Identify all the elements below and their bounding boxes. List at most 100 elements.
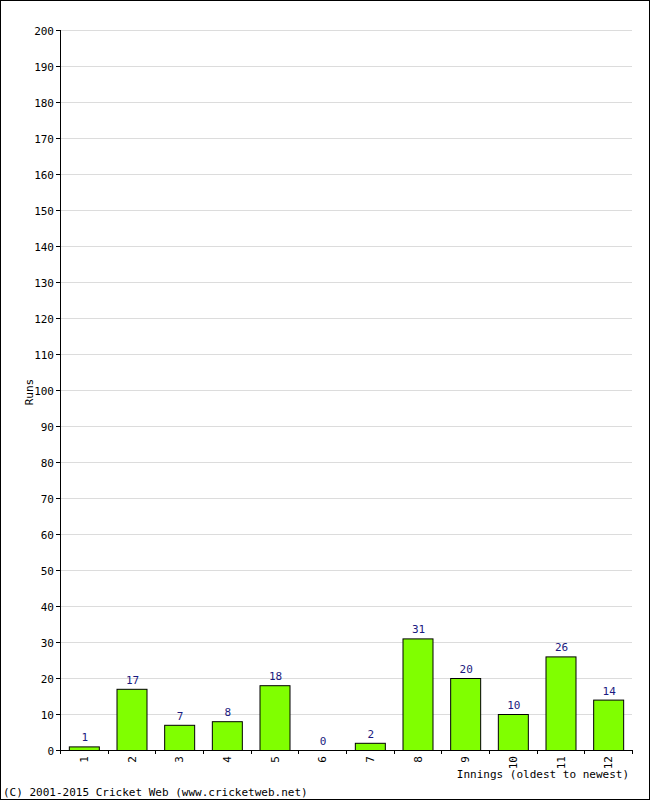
copyright: (C) 2001-2015 Cricket Web (www.cricketwe… (3, 786, 308, 799)
grid-line (60, 354, 632, 355)
y-tick-label: 20 (41, 673, 54, 686)
grid-line (60, 426, 632, 427)
x-tick (346, 750, 347, 754)
data-label: 8 (225, 706, 232, 719)
y-tick-label: 100 (34, 385, 54, 398)
x-tick (441, 750, 442, 754)
grid-line (60, 282, 632, 283)
x-tick (394, 750, 395, 754)
x-tick-label: 2 (126, 756, 139, 763)
bar (546, 657, 576, 750)
data-label: 14 (603, 685, 617, 698)
bar (117, 689, 147, 750)
y-tick (56, 678, 60, 679)
bar (165, 725, 195, 750)
x-tick-label: 5 (269, 756, 282, 763)
x-axis-title: Innings (oldest to newest) (457, 768, 629, 781)
bar (403, 639, 433, 750)
y-tick-label: 170 (34, 133, 54, 146)
y-tick (56, 750, 60, 751)
bar (212, 722, 242, 750)
x-tick-label: 4 (221, 756, 234, 763)
grid-line (60, 462, 632, 463)
grid-line (60, 174, 632, 175)
x-tick-label: 1 (78, 756, 91, 763)
y-tick (56, 210, 60, 211)
y-tick-label: 180 (34, 97, 54, 110)
data-label: 17 (126, 674, 139, 687)
y-tick (56, 30, 60, 31)
chart-svg: 0102030405060708090100110120130140150160… (0, 0, 650, 800)
x-tick (108, 750, 109, 754)
y-axis-title: Runs (23, 379, 36, 406)
y-tick-label: 60 (41, 529, 54, 542)
data-label: 26 (555, 641, 568, 654)
y-tick (56, 354, 60, 355)
x-tick-label: 7 (364, 756, 377, 763)
x-tick (60, 750, 61, 754)
y-tick-label: 90 (41, 421, 54, 434)
data-label: 20 (460, 663, 473, 676)
bar (451, 679, 481, 751)
bar (498, 715, 528, 751)
bar (260, 686, 290, 750)
x-tick (203, 750, 204, 754)
x-tick-label: 8 (412, 756, 425, 763)
x-tick (537, 750, 538, 754)
data-label: 31 (412, 623, 425, 636)
frame (1, 1, 650, 800)
data-label: 2 (368, 728, 375, 741)
x-tick (251, 750, 252, 754)
grid-line (60, 570, 632, 571)
y-tick (56, 426, 60, 427)
y-tick-label: 80 (41, 457, 54, 470)
y-tick-label: 0 (47, 745, 54, 758)
y-tick-label: 160 (34, 169, 54, 182)
grid-line (60, 66, 632, 67)
y-tick (56, 570, 60, 571)
y-tick (56, 714, 60, 715)
data-label: 10 (507, 699, 520, 712)
grid-line (60, 246, 632, 247)
y-tick-label: 110 (34, 349, 54, 362)
chart-container: 0102030405060708090100110120130140150160… (0, 0, 650, 800)
y-tick (56, 102, 60, 103)
y-tick-label: 50 (41, 565, 54, 578)
y-tick (56, 390, 60, 391)
x-tick-label: 9 (459, 756, 472, 763)
y-tick (56, 642, 60, 643)
grid-line (60, 642, 632, 643)
grid-line (60, 318, 632, 319)
grid-line (60, 210, 632, 211)
y-tick (56, 462, 60, 463)
x-tick-label: 3 (173, 756, 186, 763)
y-tick-label: 190 (34, 61, 54, 74)
y-tick-label: 140 (34, 241, 54, 254)
y-tick (56, 282, 60, 283)
y-tick-label: 150 (34, 205, 54, 218)
y-axis (60, 30, 61, 750)
data-label: 0 (320, 735, 327, 748)
grid-line (60, 498, 632, 499)
y-tick (56, 66, 60, 67)
x-tick (155, 750, 156, 754)
bars (69, 639, 623, 750)
grid-line (60, 102, 632, 103)
y-tick-label: 40 (41, 601, 54, 614)
x-tick (489, 750, 490, 754)
y-tick-label: 120 (34, 313, 54, 326)
x-tick (632, 750, 633, 754)
bar (355, 743, 385, 750)
y-tick-label: 130 (34, 277, 54, 290)
grid-line (60, 30, 632, 31)
y-tick (56, 606, 60, 607)
y-tick (56, 318, 60, 319)
y-tick (56, 138, 60, 139)
y-tick-label: 200 (34, 25, 54, 38)
x-tick (584, 750, 585, 754)
grid-line (60, 138, 632, 139)
data-label: 1 (82, 731, 89, 744)
data-label: 7 (177, 710, 184, 723)
y-tick (56, 498, 60, 499)
grid-line (60, 606, 632, 607)
